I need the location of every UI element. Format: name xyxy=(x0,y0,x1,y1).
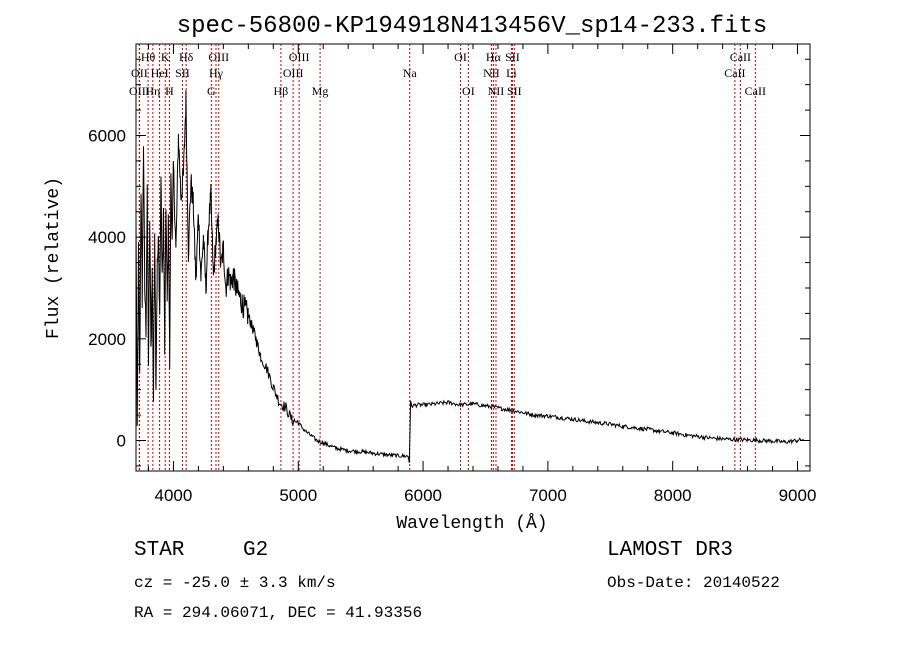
spectral-line-label: Hγ xyxy=(209,66,224,80)
axis-ticks: 4000 5000 6000 7000 8000 9000 0 2000 4000 6000 xyxy=(88,44,816,505)
spectral-line-label: SII xyxy=(507,84,522,98)
spectral-line-label: Hδ xyxy=(179,50,194,64)
redshift-text: cz = -25.0 ± 3.3 km/s xyxy=(134,574,336,592)
y-axis-label: Flux (relative) xyxy=(44,177,64,339)
spectral-line-label: OIII xyxy=(289,50,310,64)
object-class: STAR xyxy=(134,539,185,562)
spectral-line-label: CaII xyxy=(730,50,751,64)
y-tick-label: 0 xyxy=(117,432,126,451)
spectral-line-label: Hβ xyxy=(274,84,289,98)
chart-title: spec-56800-KP194918N413456V_sp14-233.fit… xyxy=(177,13,768,40)
spectral-line-label: NII xyxy=(483,66,500,80)
spectral-line-label: K xyxy=(161,50,170,64)
x-axis-label: Wavelength (Å) xyxy=(396,513,547,534)
flux-line xyxy=(135,90,805,463)
plot-frame xyxy=(135,43,811,472)
spectral-line-label: H xyxy=(165,84,174,98)
spectral-line-markers xyxy=(138,44,756,471)
spectral-line-label: Hθ xyxy=(141,50,156,64)
spectral-line-label: OII xyxy=(131,66,148,80)
y-tick-label: 6000 xyxy=(88,127,126,146)
spectral-line-label: CaII xyxy=(724,66,745,80)
x-tick-label: 8000 xyxy=(654,486,692,505)
survey-name: LAMOST DR3 xyxy=(607,539,734,562)
spectral-line-label: OIII xyxy=(129,84,150,98)
spectral-line-label: Hη xyxy=(145,84,160,98)
spectral-line-label: Li xyxy=(506,66,517,80)
spectral-line-label: Hα xyxy=(486,50,502,64)
y-tick-label: 2000 xyxy=(88,330,126,349)
x-tick-label: 7000 xyxy=(529,486,567,505)
x-tick-label: 5000 xyxy=(279,486,317,505)
spectral-line-label: HeI xyxy=(151,66,169,80)
x-tick-label: 6000 xyxy=(404,486,442,505)
obs-date-text: Obs-Date: 20140522 xyxy=(607,574,780,592)
x-tick-label: 4000 xyxy=(155,486,193,505)
y-tick-label: 4000 xyxy=(88,228,126,247)
spectral-line-label: Mg xyxy=(312,84,329,98)
spectral-line-label: G xyxy=(207,84,216,98)
spectral-line-label: SII xyxy=(505,50,520,64)
spectral-line-label: OIII xyxy=(283,66,304,80)
spectral-line-label: SII xyxy=(175,66,190,80)
object-subclass: G2 xyxy=(243,539,269,562)
coordinates-text: RA = 294.06071, DEC = 41.93356 xyxy=(134,604,423,622)
spectral-line-label: OI xyxy=(454,50,467,64)
spectral-line-label: CaII xyxy=(745,84,766,98)
x-tick-label: 9000 xyxy=(779,486,817,505)
spectral-line-label: OI xyxy=(462,84,475,98)
flux-series xyxy=(135,90,805,463)
spectral-line-label: OIII xyxy=(208,50,229,64)
spectral-line-label: NII xyxy=(488,84,505,98)
spectral-line-label: Na xyxy=(403,66,418,80)
